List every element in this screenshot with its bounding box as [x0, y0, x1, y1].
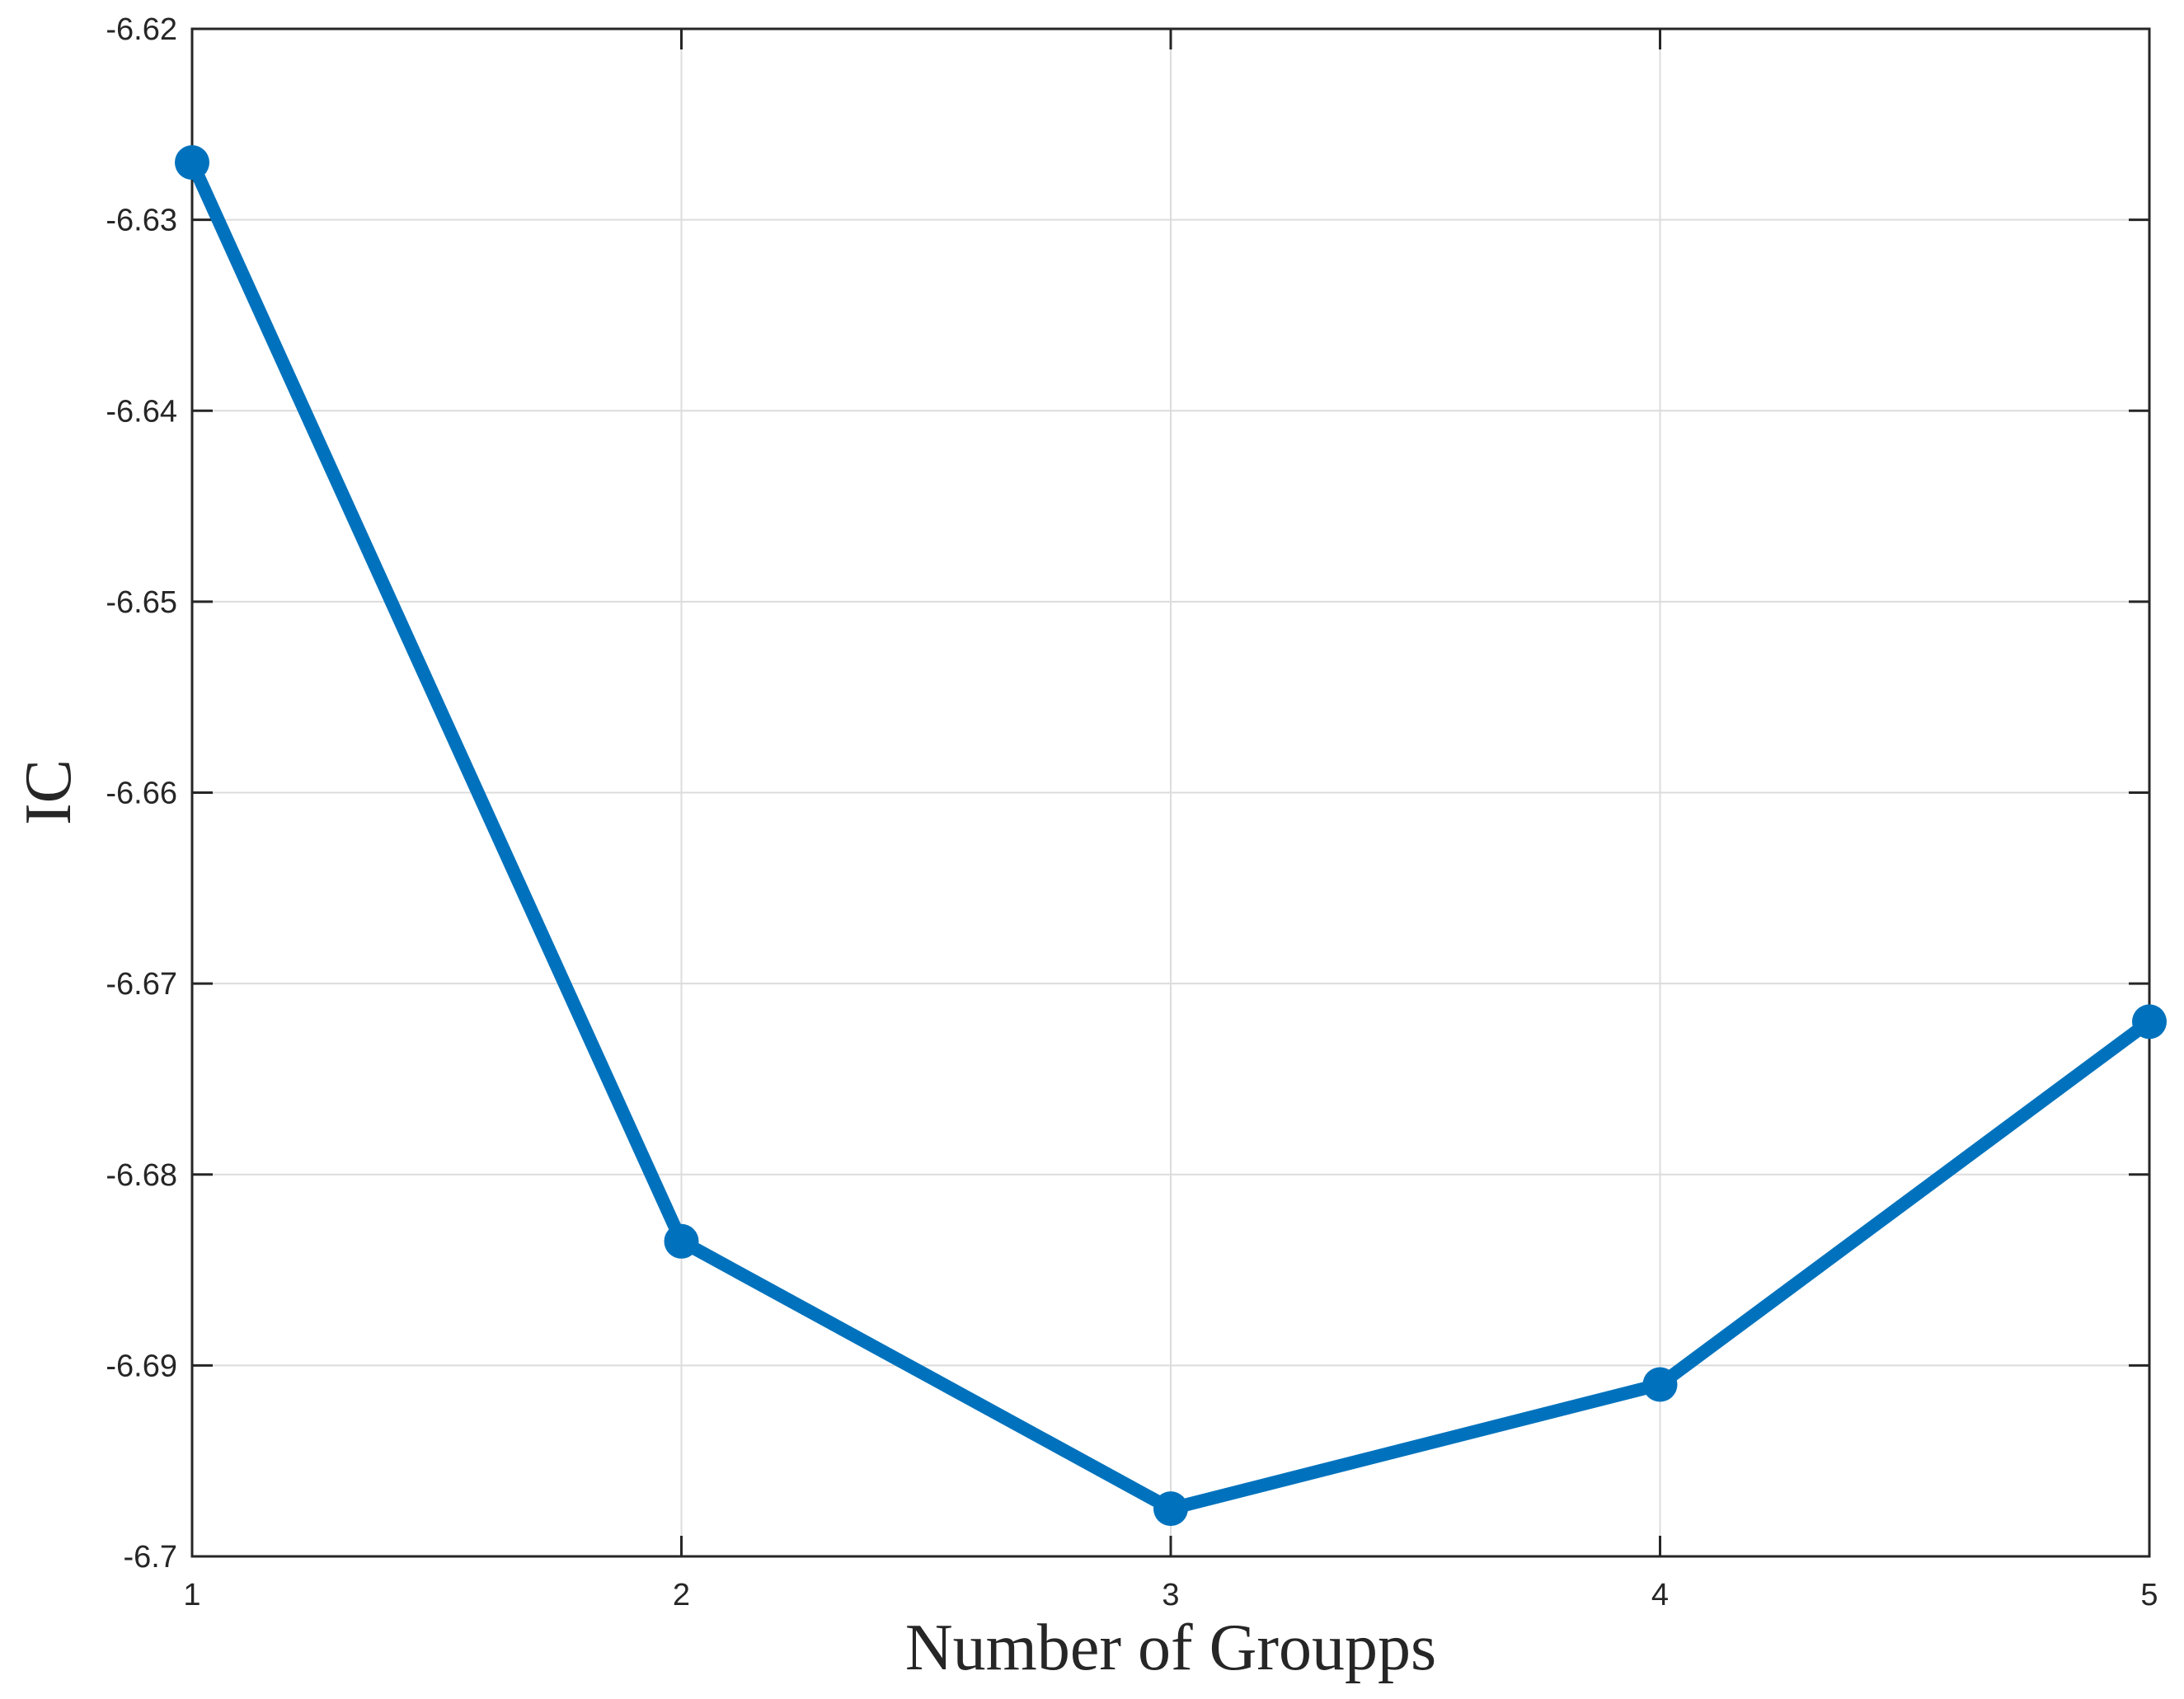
- y-tick-label: -6.68: [106, 1158, 177, 1193]
- y-tick-label: -6.64: [106, 394, 177, 429]
- x-tick-label: 5: [2140, 1578, 2158, 1612]
- y-tick-label: -6.63: [106, 204, 177, 238]
- gridlines: [192, 29, 2149, 1556]
- data-point-marker: [2132, 1004, 2167, 1040]
- y-tick-label: -6.7: [124, 1540, 177, 1575]
- x-tick-label: 3: [1162, 1578, 1179, 1612]
- data-point-marker: [175, 145, 209, 181]
- x-tick-label: 2: [673, 1578, 690, 1612]
- y-tick-labels: -6.7 -6.69 -6.68 -6.67 -6.66 -6.65 -6.64 -6.63 -…: [106, 12, 177, 1575]
- x-tick-label: 4: [1651, 1578, 1669, 1612]
- data-point-marker: [1642, 1367, 1678, 1402]
- y-tick-label: -6.67: [106, 967, 177, 1002]
- data-point-markers: [175, 145, 2167, 1527]
- y-axis-label: IC: [12, 759, 85, 825]
- y-tick-label: -6.65: [106, 585, 177, 620]
- axes-border: [190, 27, 2151, 1558]
- x-tick-label: 1: [183, 1578, 200, 1612]
- y-tick-label: -6.66: [106, 777, 177, 811]
- x-tick-labels: 1 2 3 4 5: [183, 1578, 2158, 1612]
- x-axis-label: Number of Groupps: [905, 1612, 1436, 1684]
- data-point-marker: [1153, 1491, 1188, 1527]
- data-point-marker: [664, 1223, 699, 1259]
- y-tick-label: -6.62: [106, 12, 177, 47]
- y-tick-label: -6.69: [106, 1349, 177, 1383]
